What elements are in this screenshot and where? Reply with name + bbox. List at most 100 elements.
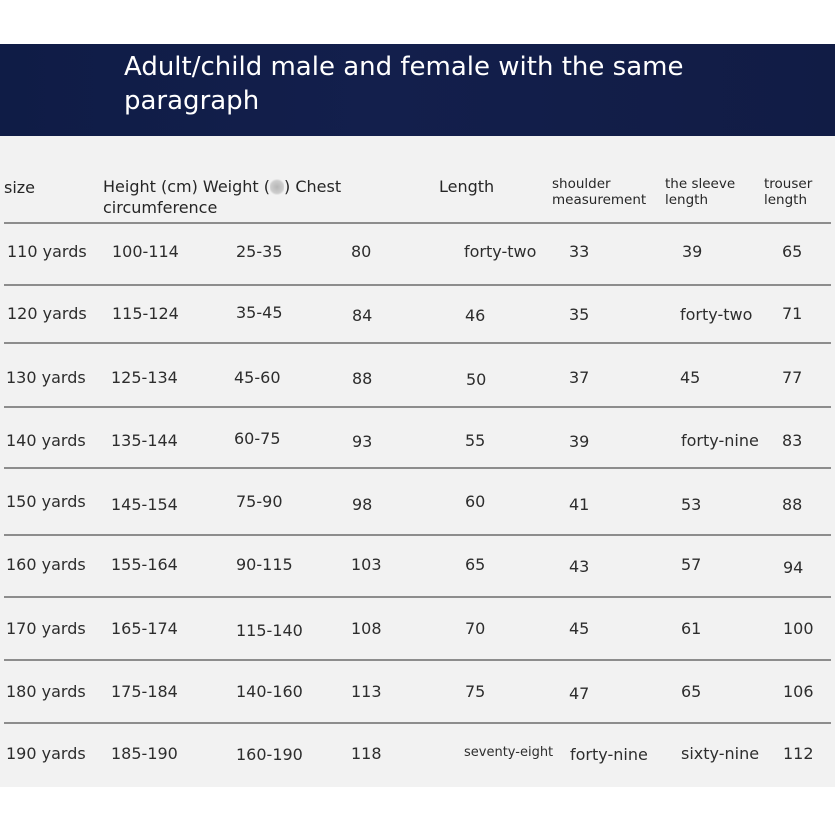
cell-chest: 108 (351, 619, 382, 638)
table-row: 170 yards 165-174 115-140 108 70 45 61 1… (0, 619, 835, 659)
cell-sleeve: 53 (681, 495, 702, 514)
cell-weight: 115-140 (236, 621, 303, 640)
cell-height: 185-190 (111, 744, 178, 763)
cell-trouser: 83 (782, 431, 803, 450)
cell-size: 110 yards (7, 242, 87, 261)
cell-chest: 88 (352, 369, 373, 388)
cell-height: 115-124 (112, 304, 179, 323)
cell-length: 60 (465, 492, 486, 511)
row-divider (4, 659, 831, 661)
header-trouser: trouser length (764, 176, 813, 208)
row-divider (4, 534, 831, 536)
cell-trouser: 77 (782, 368, 803, 387)
cell-sleeve: forty-two (680, 305, 753, 324)
cell-length: 55 (465, 431, 486, 450)
cell-size: 180 yards (6, 682, 86, 701)
table-row: 180 yards 175-184 140-160 113 75 47 65 1… (0, 682, 835, 722)
cell-size: 170 yards (6, 619, 86, 638)
cell-shoulder: 43 (569, 557, 590, 576)
cell-weight: 45-60 (234, 368, 281, 387)
cell-trouser: 65 (782, 242, 803, 261)
cell-size: 190 yards (6, 744, 86, 763)
cell-height: 145-154 (111, 495, 178, 514)
cell-shoulder: 41 (569, 495, 590, 514)
cell-height: 135-144 (111, 431, 178, 450)
cell-shoulder: forty-nine (570, 745, 648, 764)
row-divider (4, 284, 831, 286)
row-divider (4, 222, 831, 224)
row-divider (4, 596, 831, 598)
cell-trouser: 88 (782, 495, 803, 514)
header-shoulder: shoulder measurement (552, 176, 647, 208)
header-length: Length (439, 177, 495, 196)
cell-height: 155-164 (111, 555, 178, 574)
cell-sleeve: 61 (681, 619, 702, 638)
row-divider (4, 342, 831, 344)
cell-chest: 98 (352, 495, 373, 514)
cell-chest: 80 (351, 242, 372, 261)
cell-height: 100-114 (112, 242, 179, 261)
cell-length: 75 (465, 682, 486, 701)
cell-weight: 140-160 (236, 682, 303, 701)
header-circumference: circumference (103, 198, 218, 217)
cell-shoulder: 47 (569, 684, 590, 703)
cell-sleeve: 45 (680, 368, 701, 387)
smudge-icon (270, 178, 284, 196)
cell-chest: 103 (351, 555, 382, 574)
cell-length: 65 (465, 555, 486, 574)
row-divider (4, 467, 831, 469)
cell-weight: 35-45 (236, 303, 283, 322)
header-sleeve: the sleeve length (665, 176, 736, 208)
cell-trouser: 94 (783, 558, 804, 577)
cell-size: 140 yards (6, 431, 86, 450)
cell-sleeve: sixty-nine (681, 744, 760, 763)
cell-size: 120 yards (7, 304, 87, 323)
header-height-weight-chest: Height (cm) Weight () Chest (103, 177, 341, 196)
cell-length: 70 (465, 619, 486, 638)
cell-size: 130 yards (6, 368, 86, 387)
table-row: 110 yards 100-114 25-35 80 forty-two 33 … (0, 242, 835, 282)
cell-length: 46 (465, 306, 486, 325)
table-row: 150 yards 145-154 75-90 98 60 41 53 88 (0, 492, 835, 532)
cell-weight: 25-35 (236, 242, 283, 261)
table-row: 140 yards 135-144 60-75 93 55 39 forty-n… (0, 429, 835, 471)
cell-shoulder: 37 (569, 368, 590, 387)
cell-sleeve: 39 (682, 242, 703, 261)
cell-sleeve: 57 (681, 555, 702, 574)
header-chest-text: ) Chest (284, 177, 342, 196)
cell-weight: 90-115 (236, 555, 293, 574)
cell-weight: 75-90 (236, 492, 283, 511)
cell-sleeve: 65 (681, 682, 702, 701)
cell-trouser: 100 (783, 619, 814, 638)
cell-size: 150 yards (6, 492, 86, 511)
cell-length: 50 (466, 370, 487, 389)
cell-length: forty-two (464, 242, 537, 261)
cell-sleeve: forty-nine (681, 431, 759, 450)
size-chart-table: size Height (cm) Weight () Chest circumf… (0, 136, 835, 787)
table-row: 160 yards 155-164 90-115 103 65 43 57 94 (0, 555, 835, 595)
row-divider (4, 722, 831, 724)
cell-length: seventy-eight (464, 745, 554, 760)
cell-trouser: 106 (783, 682, 814, 701)
cell-chest: 113 (351, 682, 382, 701)
cell-height: 165-174 (111, 619, 178, 638)
header-size: size (4, 178, 36, 197)
title-banner: Adult/child male and female with the sam… (0, 44, 835, 136)
cell-size: 160 yards (6, 555, 86, 574)
table-row: 120 yards 115-124 35-45 84 46 35 forty-t… (0, 303, 835, 344)
cell-chest: 84 (352, 306, 373, 325)
cell-shoulder: 39 (569, 432, 590, 451)
cell-shoulder: 33 (569, 242, 590, 261)
cell-chest: 93 (352, 432, 373, 451)
cell-weight: 160-190 (236, 745, 303, 764)
row-divider (4, 406, 831, 408)
cell-weight: 60-75 (234, 429, 281, 448)
table-row: 130 yards 125-134 45-60 88 50 37 45 77 (0, 368, 835, 408)
cell-chest: 118 (351, 744, 382, 763)
page-title: Adult/child male and female with the sam… (124, 52, 684, 116)
cell-shoulder: 45 (569, 619, 590, 638)
table-row: 190 yards 185-190 160-190 118 seventy-ei… (0, 744, 835, 784)
cell-shoulder: 35 (569, 305, 590, 324)
cell-trouser: 112 (783, 744, 814, 763)
cell-trouser: 71 (782, 304, 803, 323)
